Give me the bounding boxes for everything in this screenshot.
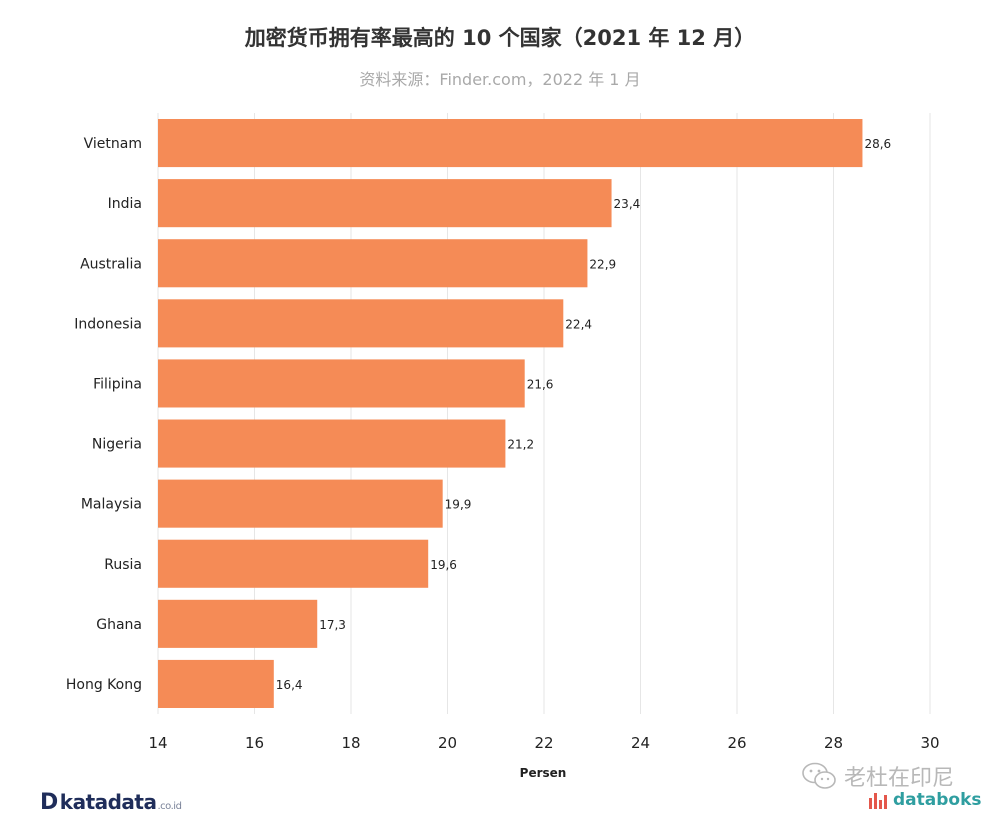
category-label: Indonesia	[74, 316, 142, 332]
databoks-logo-text: databoks	[893, 790, 982, 810]
data-label: 17,3	[319, 618, 346, 632]
bar-rusia	[158, 539, 429, 588]
data-label: 19,9	[445, 498, 472, 512]
data-label: 21,6	[527, 377, 554, 391]
katadata-logo: D katadata .co.id	[40, 790, 182, 815]
data-label: 21,2	[507, 438, 534, 452]
bar-india	[158, 179, 612, 228]
bar-malaysia	[158, 479, 443, 528]
x-axis-title: Persen	[520, 766, 567, 780]
data-label: 22,4	[565, 317, 592, 331]
x-tick-label: 16	[245, 734, 264, 752]
x-tick-label: 20	[438, 734, 457, 752]
bar-nigeria	[158, 419, 506, 468]
category-label: Hong Kong	[66, 677, 142, 693]
bar-indonesia	[158, 299, 564, 348]
bar-hong-kong	[158, 659, 274, 708]
category-label: Australia	[80, 256, 142, 272]
databoks-logo: databoks	[868, 790, 982, 810]
data-label: 28,6	[864, 137, 891, 151]
chart-subtitle: 资料来源：Finder.com，2022 年 1 月	[359, 70, 641, 89]
category-label: Nigeria	[92, 437, 142, 453]
bar-filipina	[158, 359, 525, 408]
category-label: Ghana	[96, 617, 142, 633]
databoks-icon	[869, 793, 887, 809]
watermark-text: 老杜在印尼	[844, 766, 955, 791]
katadata-logo-text: katadata	[59, 790, 157, 814]
wechat-icon	[802, 762, 836, 789]
bar-vietnam	[158, 119, 863, 168]
data-label: 16,4	[276, 678, 303, 692]
x-tick-label: 26	[727, 734, 746, 752]
bar-ghana	[158, 599, 318, 648]
category-label: Rusia	[104, 557, 142, 573]
bar-layer	[158, 119, 863, 708]
x-tick-label: 24	[631, 734, 650, 752]
data-label: 22,9	[589, 257, 616, 271]
katadata-logo-mark: D	[40, 790, 58, 815]
bar-australia	[158, 239, 588, 288]
x-tick-label: 18	[341, 734, 360, 752]
katadata-logo-suffix: .co.id	[157, 801, 182, 812]
chart-title: 加密货币拥有率最高的 10 个国家（2021 年 12 月）	[244, 26, 756, 50]
x-tick-label: 14	[148, 734, 167, 752]
category-label: India	[108, 196, 142, 212]
category-label: Filipina	[93, 376, 142, 392]
x-tick-label: 28	[824, 734, 843, 752]
data-label: 19,6	[430, 558, 457, 572]
x-tick-label: 30	[920, 734, 939, 752]
category-label: Malaysia	[81, 497, 142, 513]
category-label: Vietnam	[84, 136, 142, 152]
wechat-watermark: 老杜在印尼	[800, 760, 954, 792]
data-label: 23,4	[614, 197, 641, 211]
x-tick-label: 22	[534, 734, 553, 752]
label-layer: 14 16 18 20 22 24 26 28 30 Vietnam 28,6 India 23,4 Au…	[66, 136, 940, 752]
